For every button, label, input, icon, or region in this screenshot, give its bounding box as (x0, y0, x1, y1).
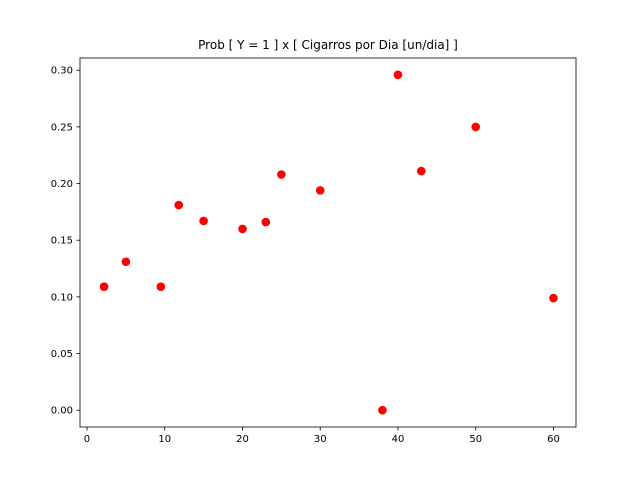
data-point (174, 200, 184, 210)
data-point (393, 70, 403, 80)
data-point (315, 186, 325, 195)
y-tick-label: 0.10 (51, 292, 73, 303)
x-tick-label: 20 (236, 434, 249, 445)
data-point (378, 405, 387, 415)
data-point (121, 257, 131, 267)
y-tick-label: 0.15 (51, 236, 73, 247)
data-point (277, 170, 286, 179)
chart-title: Prob [ Y = 1 ] x [ Cigarros por Dia [un/… (198, 38, 458, 52)
y-tick-label: 0.25 (51, 122, 73, 133)
x-tick-label: 0 (84, 434, 90, 445)
data-point (99, 282, 109, 291)
data-points (99, 70, 558, 415)
data-point (416, 166, 426, 176)
data-point (549, 293, 558, 303)
y-tick-label: 0.30 (51, 66, 73, 77)
x-tick-label: 10 (158, 434, 171, 445)
y-tick-label: 0.05 (51, 349, 73, 360)
y-tick-label: 0.00 (51, 406, 73, 417)
x-tick-label: 40 (392, 434, 405, 445)
x-tick-label: 50 (469, 434, 482, 445)
data-point (199, 216, 208, 226)
data-point (238, 224, 247, 234)
data-point (156, 282, 166, 291)
axis-ticks: 0 10 20 30 40 50 60 0.00 0.05 0.10 0.15 0.20 0.25 0.3… (51, 66, 560, 445)
y-tick-label: 0.20 (51, 179, 73, 190)
data-point (471, 122, 481, 132)
plot-frame (79, 57, 577, 428)
x-tick-label: 30 (314, 434, 327, 445)
x-tick-label: 60 (547, 434, 560, 445)
data-point (261, 217, 271, 227)
